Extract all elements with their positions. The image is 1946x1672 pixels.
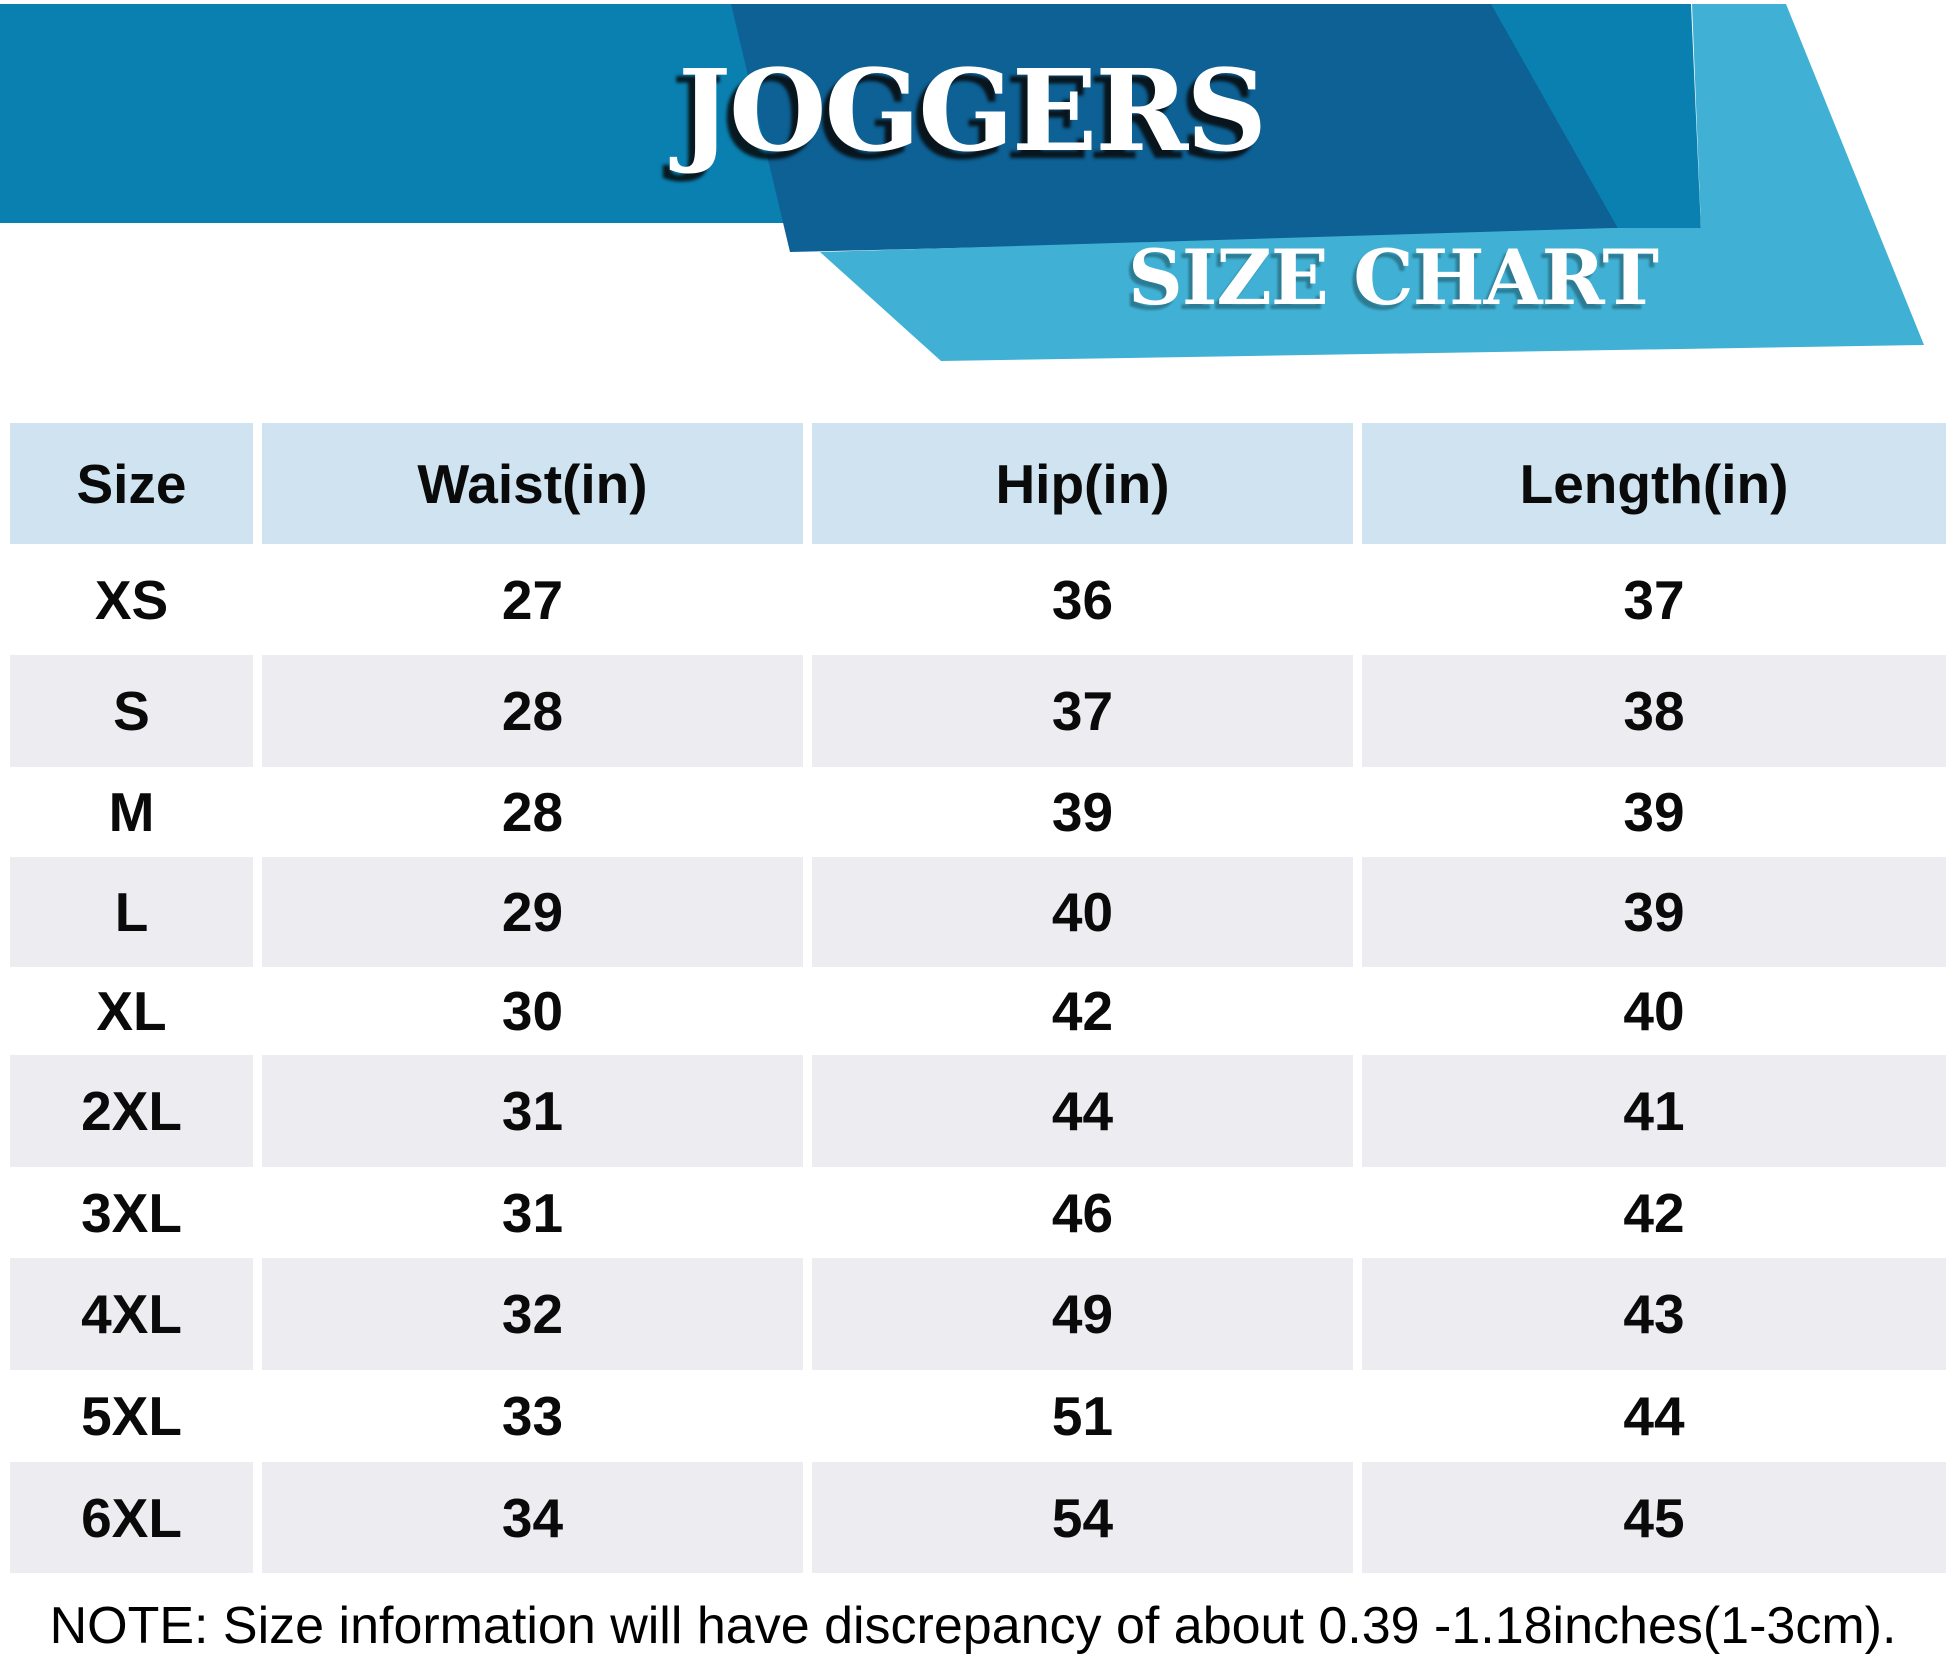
cell-size-xl: XL (10, 967, 253, 1055)
page-subtitle: SIZE CHART (1128, 233, 1659, 322)
cell-length-3xl: 42 (1362, 1167, 1946, 1258)
page-title: JOGGERS (678, 46, 1267, 177)
cell-length-2xl: 41 (1362, 1055, 1946, 1167)
cell-hip-3xl: 46 (812, 1167, 1353, 1258)
cell-waist-3xl: 31 (262, 1167, 803, 1258)
column-header-waist: Waist(in) (262, 423, 803, 544)
size-discrepancy-note: NOTE: Size information will have discrep… (49, 1597, 1897, 1655)
cell-length-4xl: 43 (1362, 1258, 1946, 1370)
cell-waist-2xl: 31 (262, 1055, 803, 1167)
cell-length-m: 39 (1362, 767, 1946, 857)
cell-hip-l: 40 (812, 857, 1353, 967)
cell-size-6xl: 6XL (10, 1462, 253, 1573)
cell-hip-5xl: 51 (812, 1370, 1353, 1462)
cell-length-5xl: 44 (1362, 1370, 1946, 1462)
column-header-length: Length(in) (1362, 423, 1946, 544)
cell-hip-6xl: 54 (812, 1462, 1353, 1573)
size-chart-table: Size Waist(in) Hip(in) Length(in) XS 27 … (0, 423, 1946, 1573)
cell-size-2xl: 2XL (10, 1055, 253, 1167)
cell-length-xs: 37 (1362, 544, 1946, 655)
cell-waist-l: 29 (262, 857, 803, 967)
cell-hip-s: 37 (812, 655, 1353, 767)
cell-waist-6xl: 34 (262, 1462, 803, 1573)
cell-waist-xs: 27 (262, 544, 803, 655)
cell-waist-m: 28 (262, 767, 803, 857)
cell-waist-4xl: 32 (262, 1258, 803, 1370)
cell-size-s: S (10, 655, 253, 767)
cell-hip-xl: 42 (812, 967, 1353, 1055)
cell-size-4xl: 4XL (10, 1258, 253, 1370)
cell-length-l: 39 (1362, 857, 1946, 967)
column-header-hip: Hip(in) (812, 423, 1353, 544)
banner-dark-parallelogram (731, 4, 1620, 252)
column-header-size: Size (10, 423, 253, 544)
cell-hip-4xl: 49 (812, 1258, 1353, 1370)
cell-length-s: 38 (1362, 655, 1946, 767)
cell-size-3xl: 3XL (10, 1167, 253, 1258)
cell-length-6xl: 45 (1362, 1462, 1946, 1573)
cell-waist-5xl: 33 (262, 1370, 803, 1462)
cell-size-5xl: 5XL (10, 1370, 253, 1462)
cell-size-l: L (10, 857, 253, 967)
cell-size-xs: XS (10, 544, 253, 655)
header-banner: JOGGERS SIZE CHART (0, 0, 1946, 380)
cell-hip-2xl: 44 (812, 1055, 1353, 1167)
cell-size-m: M (10, 767, 253, 857)
cell-hip-xs: 36 (812, 544, 1353, 655)
cell-hip-m: 39 (812, 767, 1353, 857)
cell-waist-s: 28 (262, 655, 803, 767)
cell-waist-xl: 30 (262, 967, 803, 1055)
cell-length-xl: 40 (1362, 967, 1946, 1055)
